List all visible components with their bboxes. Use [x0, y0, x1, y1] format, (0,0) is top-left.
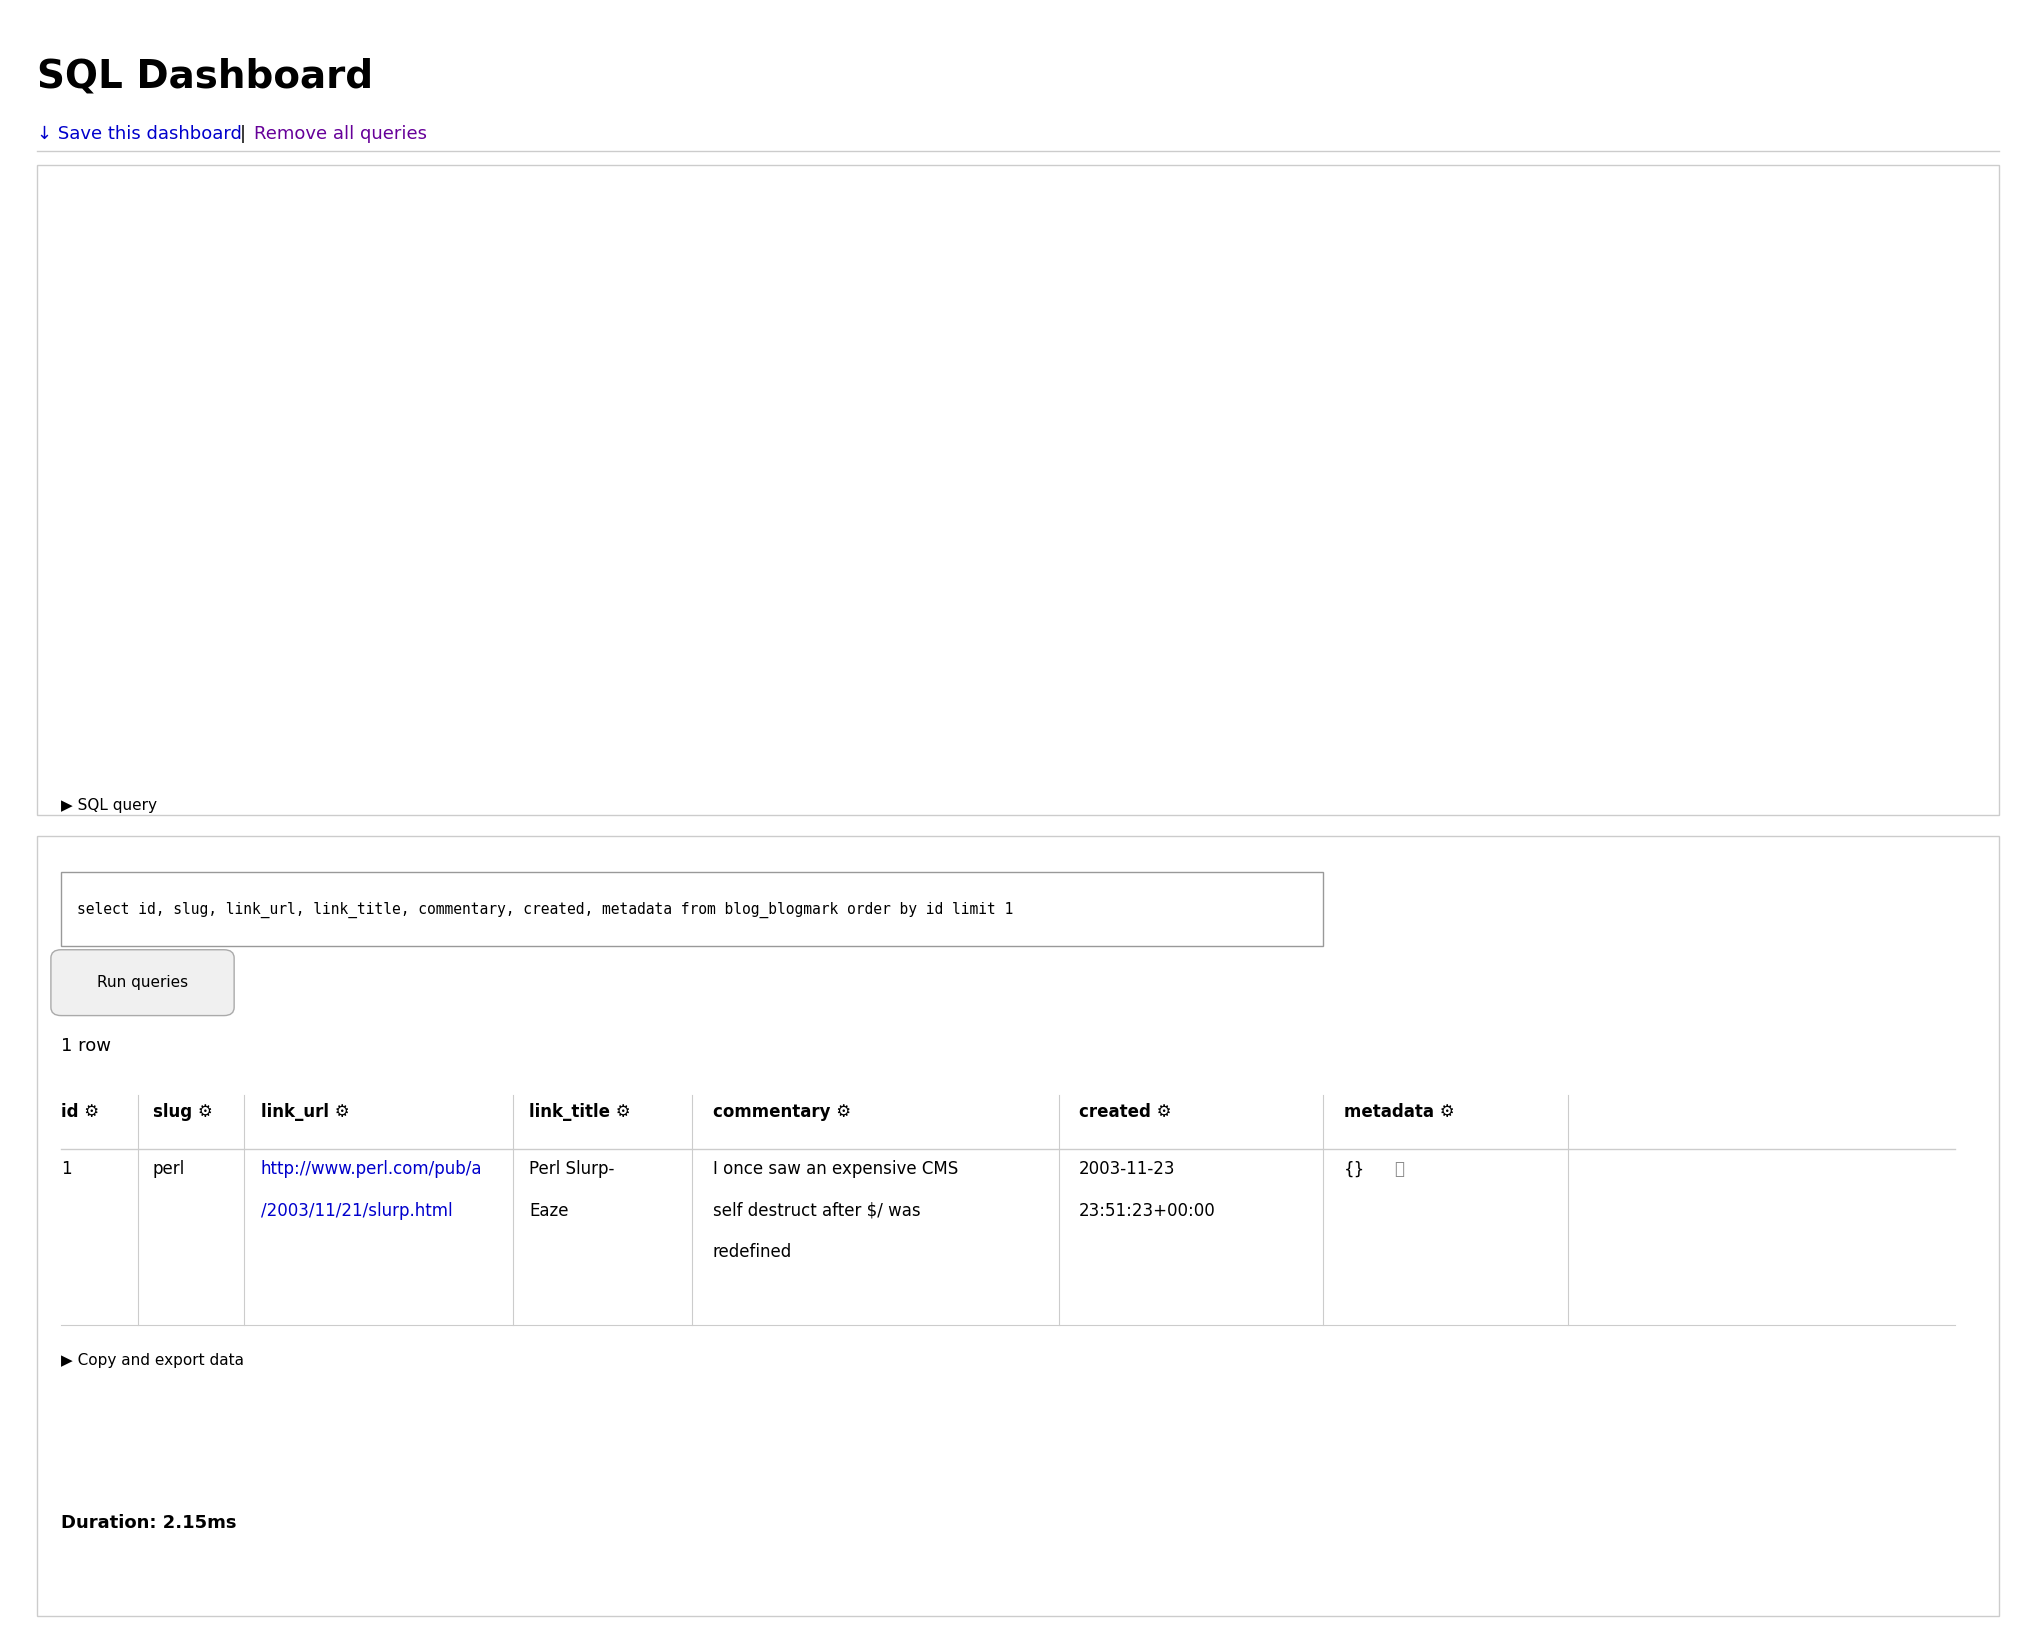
Bar [1775, 704, 1806, 716]
Bar [1004, 657, 1036, 716]
Bar [1814, 701, 1845, 716]
Bar [464, 589, 497, 716]
Bar [1042, 668, 1075, 716]
Bar [350, 583, 381, 716]
Bar [928, 609, 959, 716]
Text: 2003-11-23: 2003-11-23 [1079, 1160, 1175, 1179]
Bar [1120, 693, 1150, 716]
Text: SQL Dashboard: SQL Dashboard [37, 58, 373, 95]
Text: slug ⚙: slug ⚙ [153, 1103, 212, 1121]
Bar [157, 405, 187, 716]
Text: ↓ Save this dashboard: ↓ Save this dashboard [37, 125, 242, 143]
Bar [1891, 704, 1922, 716]
Y-axis label: Quantity: Quantity [96, 423, 110, 491]
Text: |: | [240, 125, 246, 143]
Text: Perl Slurp-: Perl Slurp- [529, 1160, 615, 1179]
Text: Run queries: Run queries [98, 974, 187, 991]
Bar [1507, 701, 1537, 716]
Bar [812, 609, 843, 716]
Text: perl: perl [153, 1160, 185, 1179]
Bar [1391, 701, 1421, 716]
Text: http://www.perl.com/pub/a: http://www.perl.com/pub/a [261, 1160, 483, 1179]
Text: redefined: redefined [713, 1243, 792, 1261]
Text: self destruct after $/ was: self destruct after $/ was [713, 1202, 920, 1220]
Text: ▶ SQL query: ▶ SQL query [61, 798, 157, 813]
Bar [619, 530, 649, 716]
Bar [1545, 701, 1576, 716]
Bar [851, 624, 882, 716]
Bar [580, 621, 611, 716]
Text: created ⚙: created ⚙ [1079, 1103, 1171, 1121]
Bar [426, 464, 458, 716]
Bar [696, 604, 727, 716]
Bar [1468, 701, 1498, 716]
Bar [1158, 686, 1189, 716]
Text: metadata ⚙: metadata ⚙ [1344, 1103, 1454, 1121]
Bar [1313, 698, 1344, 716]
Bar [1698, 701, 1729, 716]
Text: 1: 1 [61, 1160, 71, 1179]
Bar [967, 668, 998, 716]
Text: Remove all queries: Remove all queries [254, 125, 428, 143]
Bar [1081, 668, 1114, 716]
Bar [195, 234, 226, 716]
Bar [1930, 708, 1961, 716]
Bar [1737, 704, 1767, 716]
Text: I once saw an expensive CMS: I once saw an expensive CMS [713, 1160, 957, 1179]
Bar [389, 591, 419, 716]
Bar [542, 435, 572, 716]
Text: select id, slug, link_url, link_title, commentary, created, metadata from blog_b: select id, slug, link_url, link_title, c… [77, 902, 1014, 917]
Bar [1352, 701, 1382, 716]
Text: ▶ Copy and export data: ▶ Copy and export data [61, 1353, 244, 1368]
Text: 1 row: 1 row [61, 1037, 112, 1055]
Text: {}: {} [1344, 1160, 1364, 1179]
Bar [1197, 693, 1228, 716]
Text: /2003/11/21/slurp.html: /2003/11/21/slurp.html [261, 1202, 452, 1220]
Bar [1275, 698, 1305, 716]
Bar [1853, 704, 1883, 716]
Bar [273, 397, 303, 716]
Text: link_url ⚙: link_url ⚙ [261, 1103, 350, 1121]
Text: Duration: 2.15ms: Duration: 2.15ms [61, 1514, 236, 1532]
Text: 23:51:23+00:00: 23:51:23+00:00 [1079, 1202, 1215, 1220]
Text: id ⚙: id ⚙ [61, 1103, 100, 1121]
Bar [312, 472, 342, 716]
Text: commentary ⚙: commentary ⚙ [713, 1103, 851, 1121]
Bar [890, 616, 920, 716]
Bar [1659, 701, 1692, 716]
Bar [1236, 695, 1266, 716]
Text: Eaze: Eaze [529, 1202, 568, 1220]
Text: link_title ⚙: link_title ⚙ [529, 1103, 631, 1121]
Bar [658, 479, 688, 716]
Text: ⧉: ⧉ [1395, 1160, 1405, 1179]
Bar [735, 619, 766, 716]
Bar [1621, 704, 1653, 716]
Bar [234, 464, 265, 716]
Bar [1429, 701, 1460, 716]
Bar [503, 515, 533, 716]
Bar [1584, 704, 1615, 716]
Bar [774, 538, 804, 716]
